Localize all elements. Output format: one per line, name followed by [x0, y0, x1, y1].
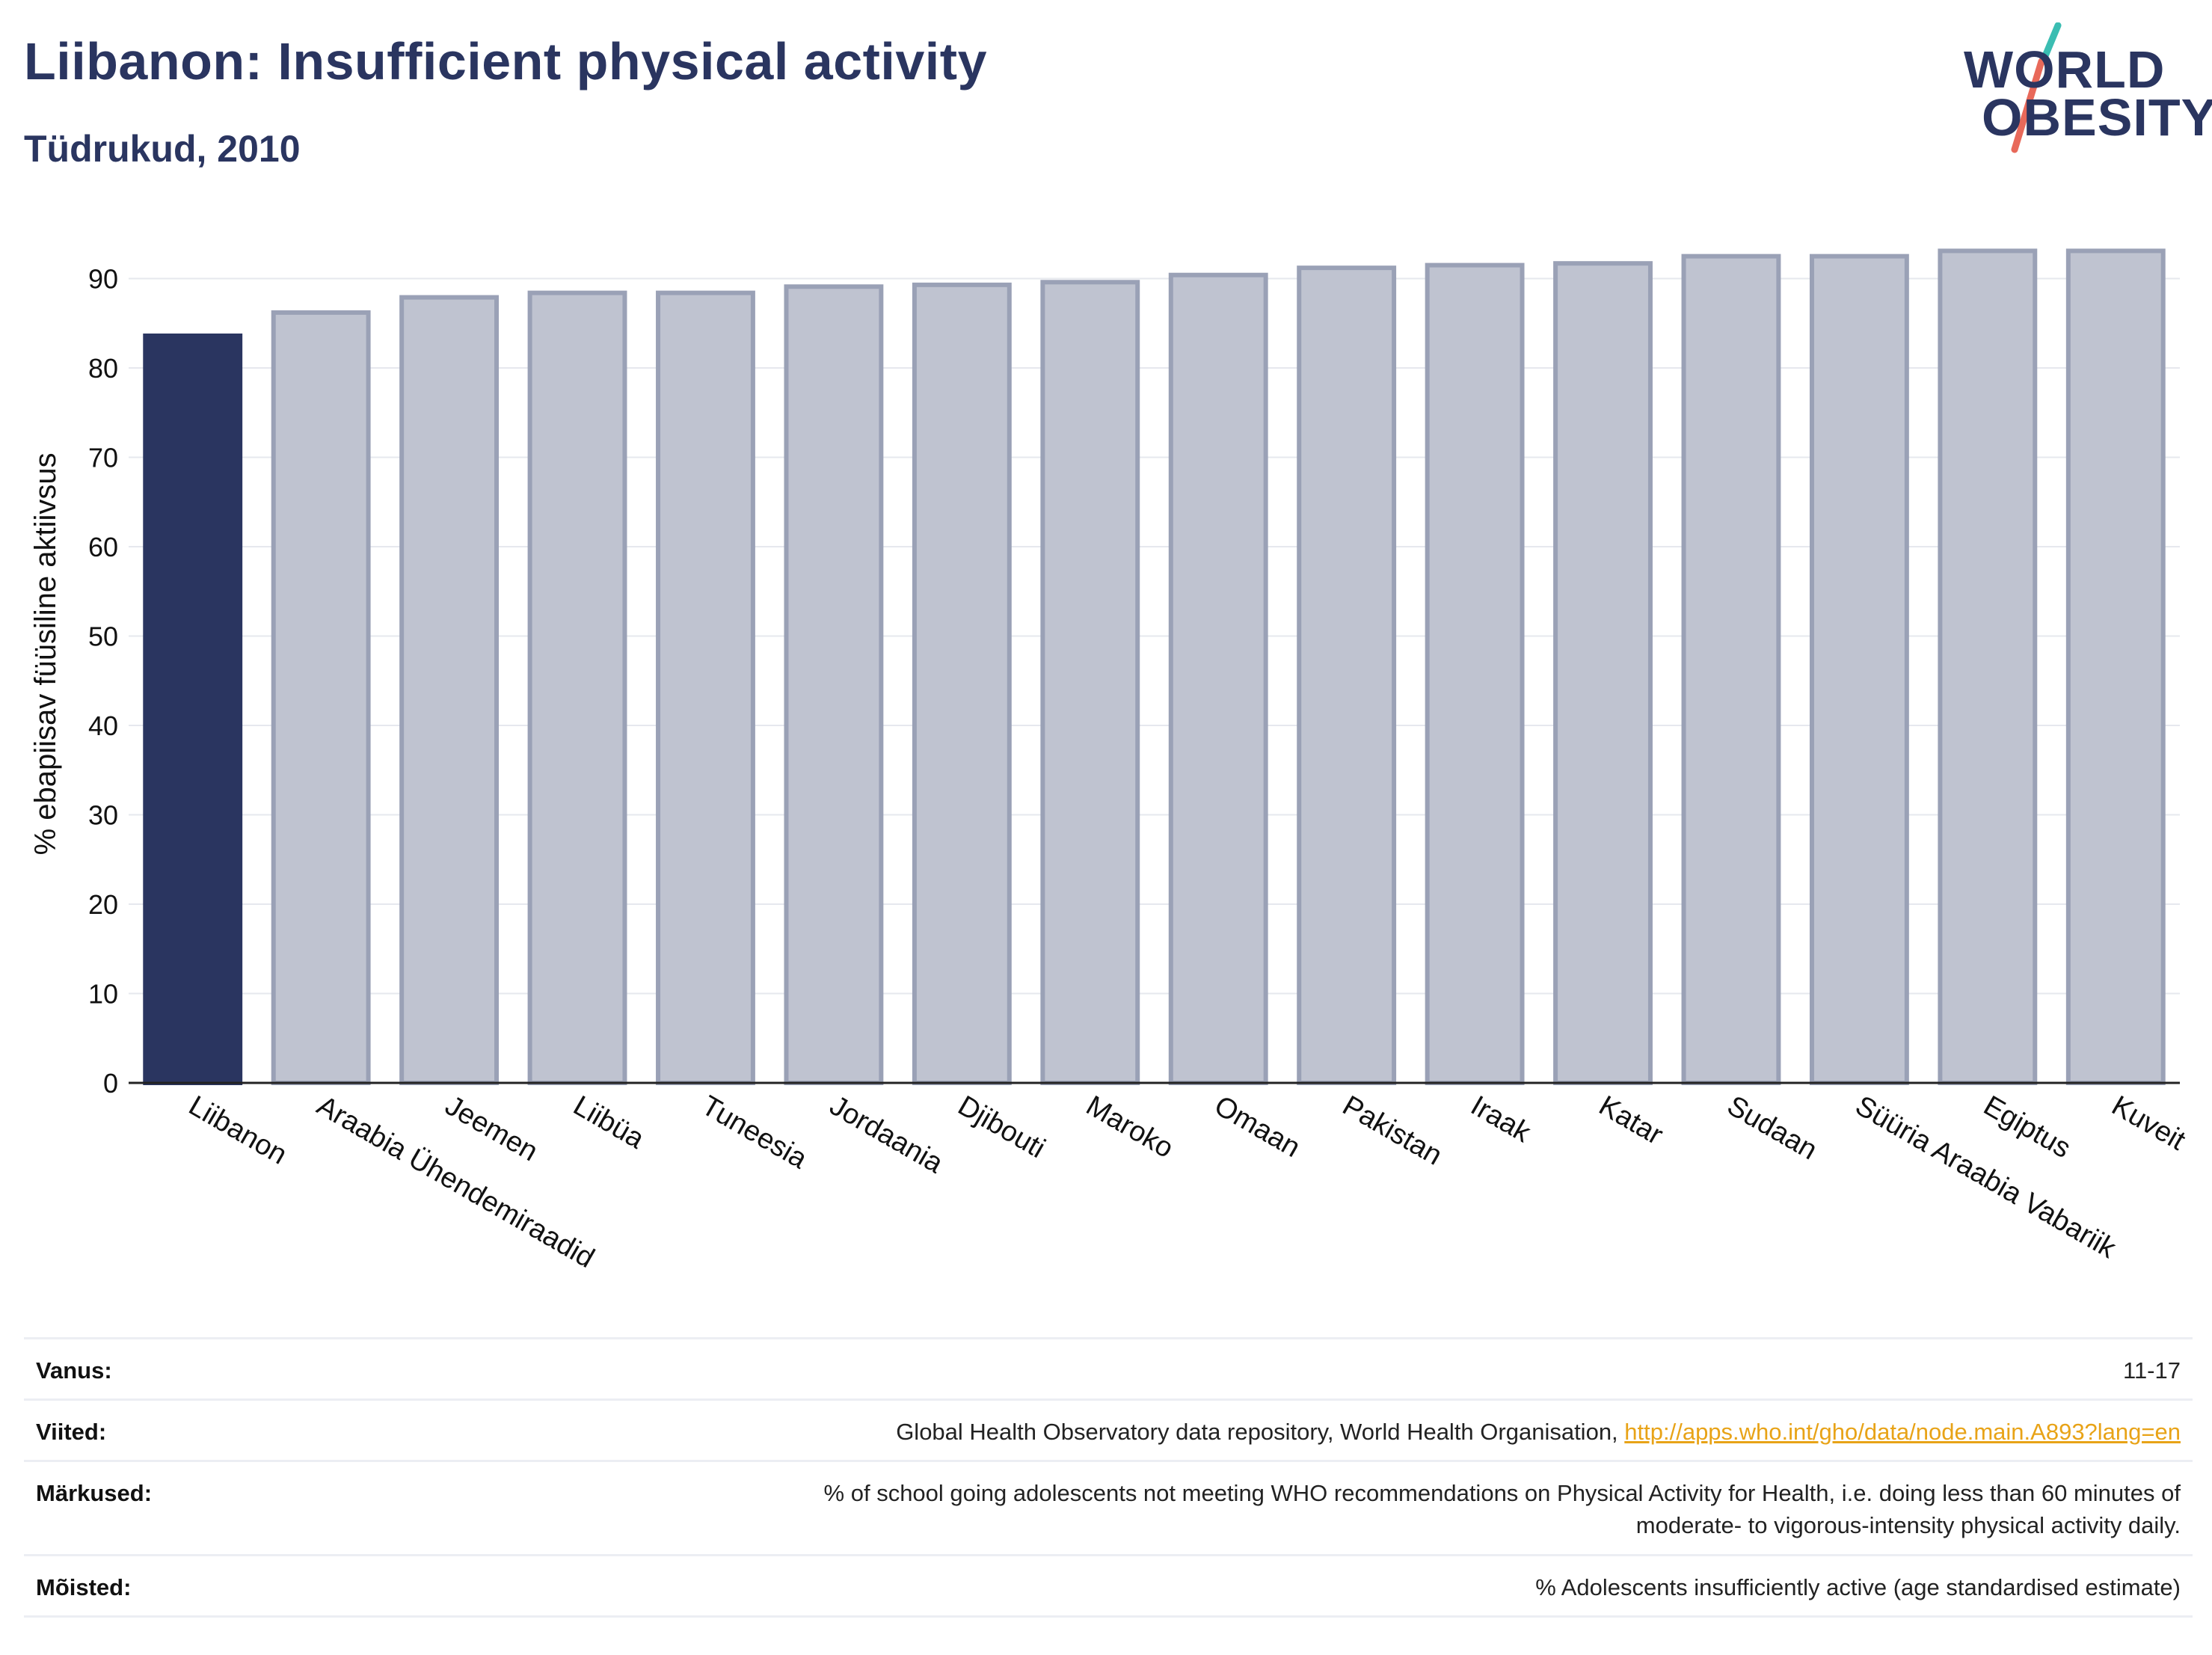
x-tick-label: Egiptus [1978, 1090, 2076, 1164]
x-tick-label: Iraak [1466, 1090, 1537, 1149]
x-tick-label: Jeemen [440, 1090, 543, 1167]
x-tick-label: Jordaania [824, 1090, 948, 1179]
y-tick-label: 40 [88, 710, 118, 741]
meta-row-notes: Märkused: % of school going adolescents … [24, 1460, 2193, 1556]
chart-subtitle: Tüdrukud, 2010 [24, 128, 301, 170]
bar-maroko [1040, 280, 1140, 1085]
chart-title: Liibanon: Insufficient physical activity [24, 32, 987, 90]
refs-text: Global Health Observatory data repositor… [896, 1419, 1625, 1445]
y-tick-label: 80 [88, 353, 118, 384]
meta-key-age: Vanus: [36, 1357, 112, 1384]
meta-row-refs: Viited: Global Health Observatory data r… [24, 1398, 2193, 1462]
bars [143, 248, 2166, 1086]
logo-slash-icon [2011, 22, 2062, 153]
x-tick-label: Liibüa [568, 1090, 651, 1155]
bar-jeemen [399, 295, 500, 1086]
y-tick-label: 60 [88, 532, 118, 562]
x-tick-label: Katar [1594, 1090, 1668, 1151]
y-tick-label: 70 [88, 443, 118, 473]
world-obesity-logo: WORLD OBESITY [1953, 22, 2212, 157]
x-tick-label: Pakistan [1337, 1090, 1447, 1171]
x-tick-label: Djibouti [953, 1090, 1051, 1164]
y-tick-label: 30 [88, 800, 118, 831]
x-tick-label: Sudaan [1721, 1090, 1822, 1166]
bar-liibanon [143, 333, 243, 1086]
bar-jordaania [784, 284, 884, 1085]
bar-omaan [1168, 272, 1268, 1086]
meta-val-age: 11-17 [2123, 1357, 2181, 1384]
meta-key-notes: Märkused: [36, 1480, 153, 1506]
meta-row-age: Vanus: 11-17 [24, 1337, 2193, 1401]
meta-row-defs: Mõisted: % Adolescents insufficiently ac… [24, 1554, 2193, 1618]
x-tick-label: Omaan [1209, 1090, 1306, 1164]
bar-iraak [1425, 262, 1525, 1086]
y-tick-label: 90 [88, 264, 118, 295]
bar-tuneesia [656, 290, 755, 1085]
y-axis-ticks: 0 10 20 30 40 50 60 70 80 90 [88, 264, 118, 1099]
bar-araabia-ühendemiraadid [271, 310, 371, 1085]
bar-süüria-araabia-vabariik [1809, 254, 1909, 1085]
y-axis-label: % ebapiisav füüsiline aktiivsus [29, 452, 62, 855]
bar-kuveit [2065, 248, 2166, 1086]
x-tick-label: Maroko [1081, 1090, 1179, 1164]
bar-katar [1553, 261, 1653, 1085]
refs-link[interactable]: http://apps.who.int/gho/data/node.main.A… [1624, 1419, 2181, 1445]
bar-chart: 0 10 20 30 40 50 60 70 80 90 Liibanon Araabia Ühen… [29, 248, 2191, 1274]
notes-line-2: moderate- to vigorous-intensity physical… [1635, 1512, 2181, 1538]
x-tick-label: Kuveit [2107, 1090, 2191, 1156]
meta-bottom-rule [24, 1615, 2193, 1618]
bar-egiptus [1938, 248, 2038, 1086]
x-tick-label: Tuneesia [696, 1090, 813, 1175]
meta-val-notes: % of school going adolescents not meetin… [824, 1477, 2181, 1541]
bar-djibouti [912, 282, 1012, 1086]
x-tick-label: Liibanon [183, 1090, 292, 1170]
y-tick-label: 10 [88, 979, 118, 1010]
bar-pakistan [1297, 265, 1397, 1085]
meta-key-defs: Mõisted: [36, 1574, 132, 1600]
meta-val-refs: Global Health Observatory data repositor… [896, 1416, 2181, 1448]
bar-liibüa [527, 290, 627, 1085]
notes-line-1: % of school going adolescents not meetin… [823, 1480, 2181, 1506]
y-tick-label: 0 [103, 1068, 118, 1099]
bar-sudaan [1681, 254, 1781, 1085]
logo-word-obesity: OBESITY [1982, 88, 2212, 147]
logo-word-world: WORLD [1964, 40, 2166, 99]
y-tick-label: 20 [88, 889, 118, 920]
meta-key-refs: Viited: [36, 1419, 107, 1445]
y-tick-label: 50 [88, 621, 118, 652]
meta-val-defs: % Adolescents insufficiently active (age… [1535, 1574, 2181, 1600]
